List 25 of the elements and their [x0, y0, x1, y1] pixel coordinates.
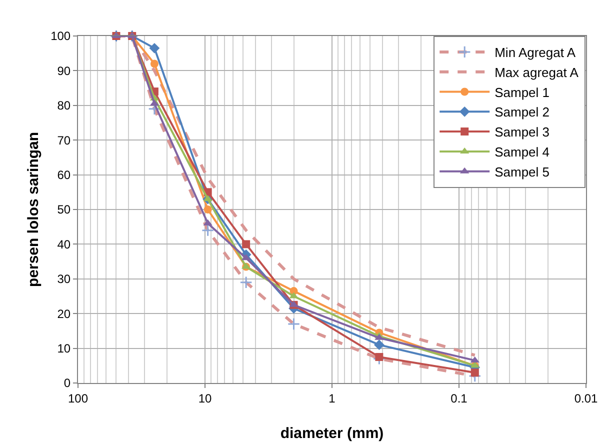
legend-label: Sampel 3 — [494, 124, 550, 140]
y-tick-label: 10 — [57, 342, 71, 356]
legend-label: Max agregat A — [494, 64, 579, 80]
x-tick-label: 0.1 — [450, 391, 468, 406]
y-axis-title: persen lolos saringan — [25, 132, 42, 288]
x-axis-title: diameter (mm) — [280, 425, 384, 442]
x-tick-label: 100 — [68, 391, 88, 406]
y-tick-label: 100 — [50, 29, 71, 44]
x-tick-label: 0.01 — [574, 391, 598, 406]
y-tick-label: 40 — [57, 237, 71, 252]
y-tick-label: 80 — [57, 98, 71, 113]
y-tick-label: 0 — [64, 376, 71, 390]
y-tick-label: 70 — [57, 133, 71, 148]
x-tick-label: 1 — [328, 391, 336, 406]
legend-label: Sampel 2 — [494, 104, 550, 120]
y-tick-label: 20 — [57, 306, 71, 321]
y-tick-label: 90 — [57, 64, 71, 78]
x-tick-label: 10 — [198, 391, 212, 406]
legend-label: Sampel 1 — [494, 84, 550, 100]
y-tick-label: 30 — [57, 272, 71, 286]
legend-label: Sampel 4 — [494, 144, 550, 160]
y-tick-label: 50 — [57, 202, 71, 217]
legend-label: Min Agregat A — [494, 45, 576, 60]
legend-label: Sampel 5 — [494, 164, 550, 180]
y-tick-label: 60 — [57, 168, 71, 182]
